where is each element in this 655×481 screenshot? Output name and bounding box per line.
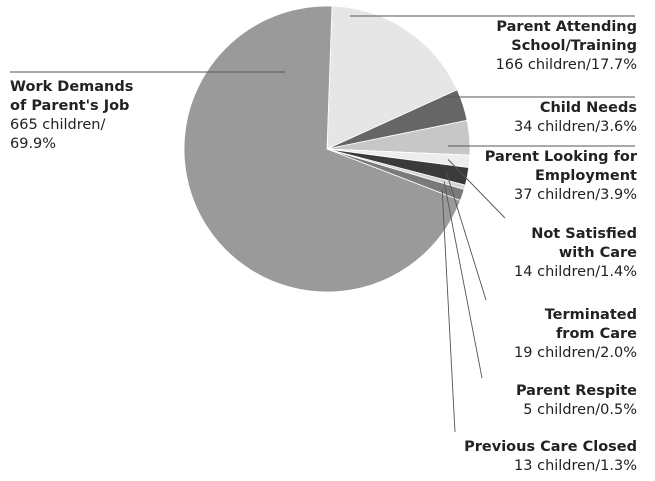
leader-line-parent-respite	[443, 181, 483, 379]
leader-line-previous-care-closed	[441, 188, 456, 433]
label-parent-attending-line1: Parent Attending	[496, 19, 637, 35]
label-parent-respite-line1: Parent Respite	[515, 383, 637, 399]
value-child-needs: 34 children/3.6%	[514, 119, 637, 135]
label-child-needs-line1: Child Needs	[539, 100, 637, 116]
value-parent-attending: 166 children/17.7%	[495, 57, 637, 73]
slice-parent-attending	[326, 5, 458, 150]
label-terminated-line1: Terminated	[544, 307, 637, 323]
label-previous-care-closed: Previous Care Closed 13 children/1.3%	[464, 438, 637, 476]
value-work-demands-line1: 665 children/	[10, 117, 106, 133]
label-parent-respite: Parent Respite 5 children/0.5%	[516, 382, 637, 420]
label-not-satisfied-line1: Not Satisfied	[531, 226, 637, 242]
label-previous-care-closed-line1: Previous Care Closed	[464, 439, 637, 455]
label-work-demands: Work Demands of Parent's Job 665 childre…	[10, 78, 133, 154]
label-parent-attending: Parent Attending School/Training 166 chi…	[496, 18, 637, 75]
label-parent-attending-line2: School/Training	[511, 38, 637, 54]
label-child-needs: Child Needs 34 children/3.6%	[514, 99, 637, 137]
leader-line-terminated	[445, 172, 487, 301]
label-not-satisfied-line2: with Care	[558, 245, 637, 261]
label-parent-looking-line1: Parent Looking for	[484, 149, 637, 165]
label-terminated-line2: from Care	[556, 326, 637, 342]
label-terminated: Terminated from Care 19 children/2.0%	[514, 306, 637, 363]
value-parent-looking: 37 children/3.9%	[514, 187, 637, 203]
leader-line-not-satisfied	[447, 159, 506, 219]
label-work-demands-line2: of Parent's Job	[10, 98, 130, 114]
label-parent-looking: Parent Looking for Employment 37 childre…	[485, 148, 637, 205]
label-not-satisfied: Not Satisfied with Care 14 children/1.4%	[514, 225, 637, 282]
label-parent-looking-line2: Employment	[535, 168, 637, 184]
value-work-demands-line2: 69.9%	[10, 136, 57, 152]
slice-work-demands	[183, 5, 461, 293]
value-terminated: 19 children/2.0%	[514, 345, 637, 361]
value-not-satisfied: 14 children/1.4%	[514, 264, 637, 280]
label-work-demands-line1: Work Demands	[10, 79, 134, 95]
value-previous-care-closed: 13 children/1.3%	[514, 458, 637, 474]
value-parent-respite: 5 children/0.5%	[523, 402, 637, 418]
